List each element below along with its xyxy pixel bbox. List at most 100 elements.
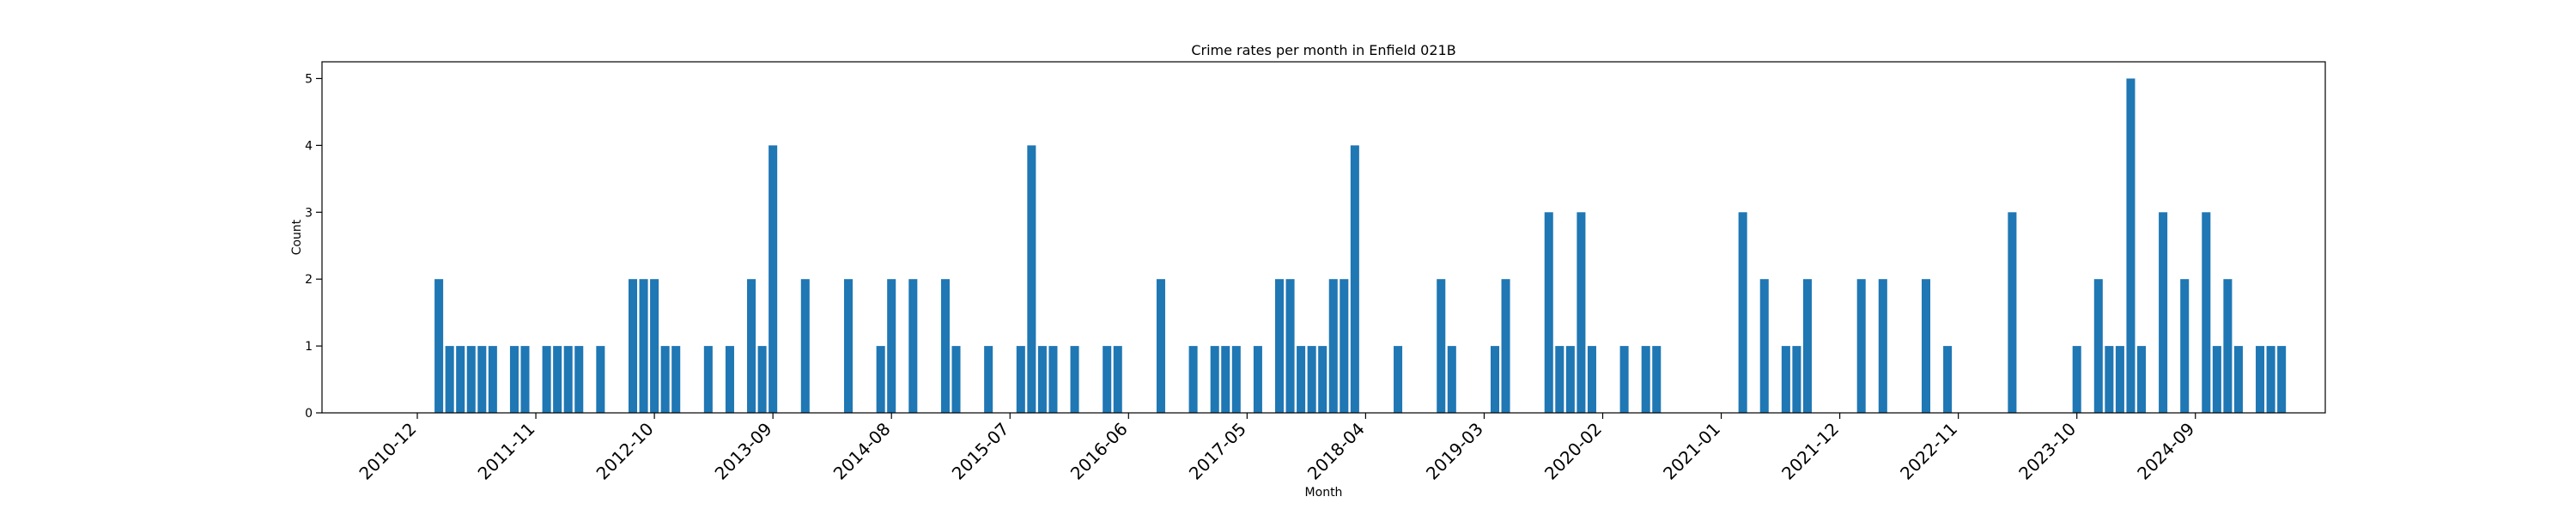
bar-2021-08 <box>1792 346 1801 413</box>
chart-title: Crime rates per month in Enfield 021B <box>1191 42 1455 58</box>
bar-2022-10 <box>1943 346 1953 413</box>
bar-2012-01 <box>553 346 562 413</box>
bar-2019-04 <box>1490 346 1500 413</box>
bar-2015-08 <box>1016 346 1025 413</box>
bar-2025-01 <box>2233 346 2243 413</box>
bar-2017-06 <box>1253 346 1262 413</box>
bar-2023-10 <box>2072 346 2081 413</box>
y-axis: 0 1 2 3 4 5 <box>305 72 322 421</box>
bar-2023-12 <box>2093 279 2103 413</box>
bar-2019-10 <box>1555 346 1564 413</box>
bar-2018-02 <box>1340 279 1349 413</box>
bars-group <box>434 78 2287 413</box>
y-tick-label: 2 <box>305 273 313 287</box>
bar-2013-05 <box>725 346 734 413</box>
bar-2014-08 <box>887 279 896 413</box>
bar-2017-02 <box>1210 346 1219 413</box>
bar-2011-12 <box>542 346 551 413</box>
bar-2015-11 <box>1048 346 1058 413</box>
bar-2011-02 <box>434 279 444 413</box>
bar-2014-10 <box>908 279 918 413</box>
bar-2013-08 <box>757 346 767 413</box>
bar-2020-01 <box>1587 346 1596 413</box>
y-tick-label: 0 <box>305 407 313 421</box>
bar-2017-11 <box>1307 346 1316 413</box>
y-tick-label: 5 <box>305 72 313 86</box>
bar-2011-06 <box>477 346 487 413</box>
bar-2011-05 <box>466 346 476 413</box>
bar-2017-12 <box>1318 346 1327 413</box>
bar-2011-07 <box>488 346 497 413</box>
bar-2015-05 <box>984 346 993 413</box>
bar-2024-01 <box>2105 346 2114 413</box>
bar-2016-04 <box>1103 346 1112 413</box>
bar-2024-12 <box>2223 279 2233 413</box>
y-tick-label: 3 <box>305 206 313 220</box>
bar-2024-10 <box>2202 212 2211 413</box>
bar-2018-11 <box>1437 279 1446 413</box>
y-tick-label: 4 <box>305 139 313 153</box>
bar-2011-03 <box>445 346 454 413</box>
bar-2021-09 <box>1802 279 1812 413</box>
bar-2016-12 <box>1188 346 1198 413</box>
bar-2013-03 <box>703 346 713 413</box>
bar-2017-09 <box>1285 279 1295 413</box>
bar-2013-07 <box>747 279 756 413</box>
bar-2024-11 <box>2212 346 2221 413</box>
bar-2016-09 <box>1156 279 1165 413</box>
bar-2018-03 <box>1350 145 1359 413</box>
bar-2018-12 <box>1447 346 1456 413</box>
y-axis-label: Count <box>290 219 304 255</box>
bar-2020-06 <box>1641 346 1650 413</box>
bar-2024-08 <box>2180 279 2190 413</box>
bar-2019-09 <box>1544 212 1553 413</box>
bar-2024-04 <box>2136 346 2147 413</box>
bar-2012-05 <box>596 346 605 413</box>
bar-2021-07 <box>1781 346 1790 413</box>
bar-2024-03 <box>2126 78 2136 413</box>
bar-2016-05 <box>1113 346 1122 413</box>
bar-2012-02 <box>563 346 573 413</box>
bar-2019-11 <box>1565 346 1575 413</box>
bar-2015-02 <box>951 346 961 413</box>
bar-2022-02 <box>1856 279 1866 413</box>
bar-2012-10 <box>650 279 659 413</box>
bar-2015-09 <box>1027 145 1036 413</box>
bar-2011-04 <box>456 346 465 413</box>
bar-2022-08 <box>1921 279 1931 413</box>
bar-2021-05 <box>1759 279 1769 413</box>
y-tick-label: 1 <box>305 340 313 354</box>
bar-2012-08 <box>628 279 638 413</box>
bar-2025-04 <box>2266 346 2275 413</box>
bar-2019-05 <box>1501 279 1510 413</box>
bar-2013-12 <box>800 279 810 413</box>
bar-2017-08 <box>1274 279 1285 413</box>
bar-2011-09 <box>509 346 519 413</box>
bar-2024-06 <box>2159 212 2168 413</box>
bar-2021-03 <box>1738 212 1747 413</box>
bar-2023-04 <box>2008 212 2017 413</box>
bar-2020-07 <box>1652 346 1662 413</box>
bar-2016-01 <box>1070 346 1079 413</box>
bar-2024-02 <box>2115 346 2124 413</box>
bar-2017-03 <box>1221 346 1230 413</box>
bar-2013-09 <box>769 145 778 413</box>
bar-2018-01 <box>1328 279 1338 413</box>
bar-2012-09 <box>639 279 648 413</box>
bar-2015-10 <box>1037 346 1047 413</box>
bar-2012-03 <box>574 346 584 413</box>
bar-2015-01 <box>940 279 950 413</box>
bar-2011-10 <box>520 346 530 413</box>
x-axis-label: Month <box>1305 486 1343 500</box>
bar-2019-12 <box>1577 212 1586 413</box>
bar-2020-04 <box>1619 346 1629 413</box>
bar-2017-10 <box>1297 346 1306 413</box>
plot-frame <box>321 61 2326 414</box>
bar-2022-04 <box>1878 279 1887 413</box>
bar-2025-05 <box>2277 346 2287 413</box>
bar-2014-07 <box>876 346 885 413</box>
bar-2012-11 <box>660 346 670 413</box>
bar-2018-07 <box>1394 346 1403 413</box>
bar-2012-12 <box>671 346 681 413</box>
